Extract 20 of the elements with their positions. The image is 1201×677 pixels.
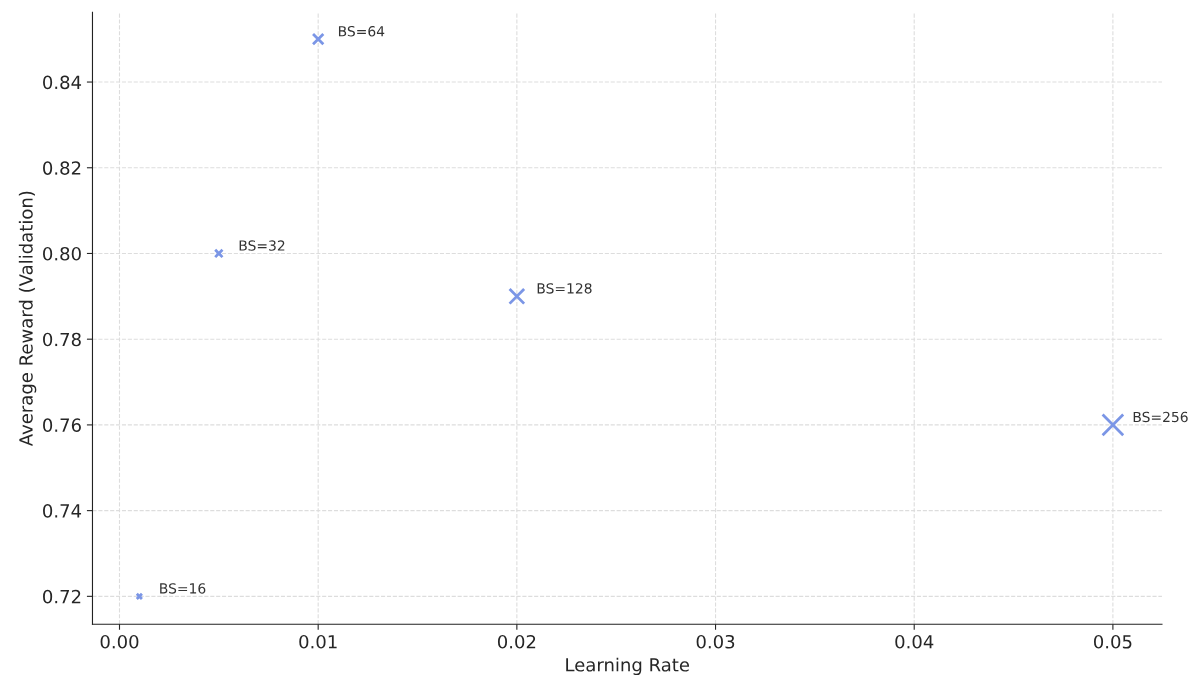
annotation: BS=128 [537, 283, 592, 294]
annotation: BS=16 [160, 583, 206, 594]
y-tick-label: 0.72 [43, 589, 81, 604]
y-tick-label: 0.82 [43, 161, 81, 175]
x-tick-label: 0.01 [299, 634, 337, 649]
annotation: BS=32 [239, 240, 285, 251]
y-axis-title: Average Reward (Validation) [18, 191, 37, 447]
x-tick-label: 0.04 [895, 634, 934, 649]
annotation: BS=64 [338, 25, 385, 37]
x-tick-label: 0.00 [100, 634, 139, 649]
y-tick-label: 0.76 [43, 418, 81, 433]
x-axis-title: Learning Rate [566, 657, 690, 676]
y-tick-label: 0.84 [43, 75, 82, 90]
annotation: BS=256 [1133, 411, 1188, 423]
y-tick-label: 0.78 [43, 332, 81, 347]
y-tick-label: 0.80 [43, 246, 81, 261]
y-tick-label: 0.74 [43, 504, 82, 518]
x-tick-label: 0.05 [1093, 634, 1132, 649]
x-tick-label: 0.03 [696, 634, 735, 649]
x-tick-label: 0.02 [497, 634, 536, 649]
